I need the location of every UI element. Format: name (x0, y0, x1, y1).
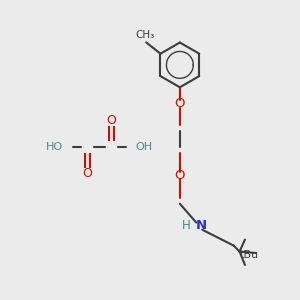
Text: O: O (82, 167, 92, 180)
Text: N: N (196, 219, 207, 232)
Text: OH: OH (135, 142, 152, 152)
Text: O: O (175, 169, 185, 182)
Text: HO: HO (46, 142, 63, 152)
Text: H: H (182, 219, 191, 232)
Text: tBu: tBu (240, 250, 259, 260)
Text: O: O (106, 114, 116, 127)
Text: O: O (175, 97, 185, 110)
Text: CH₃: CH₃ (135, 30, 154, 40)
